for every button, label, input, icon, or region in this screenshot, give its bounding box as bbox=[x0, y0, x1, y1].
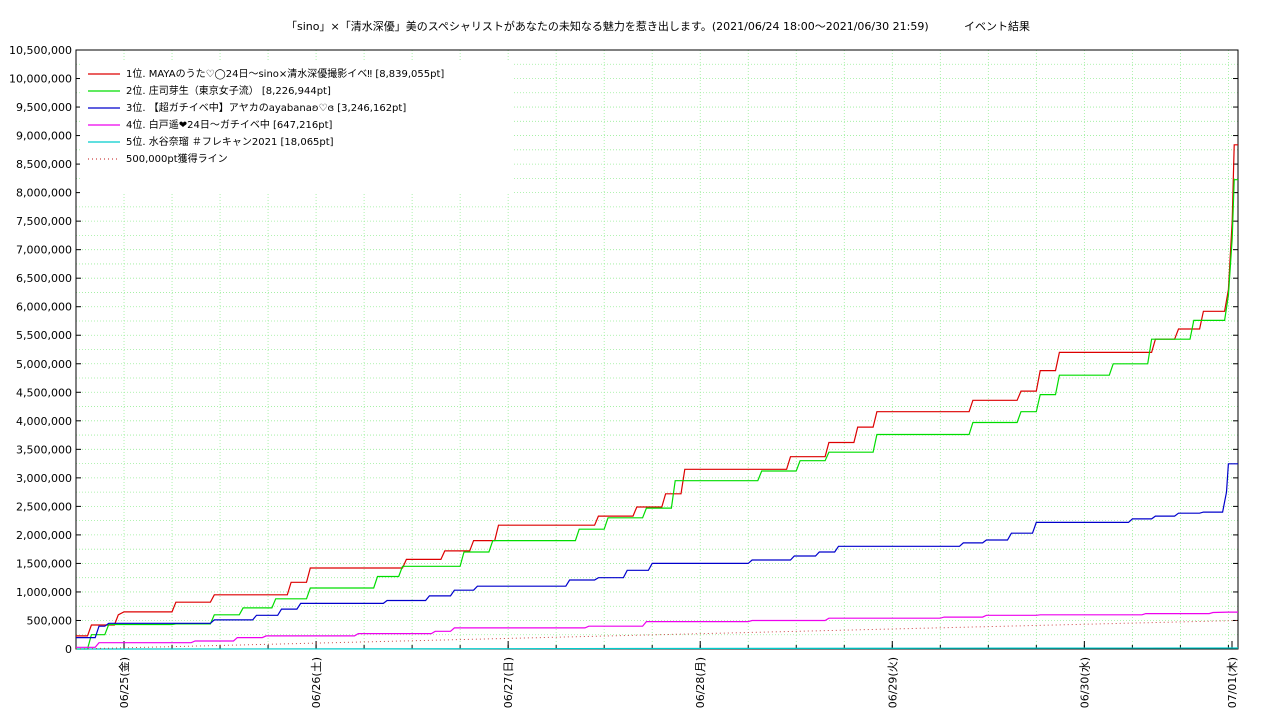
y-tick-label: 9,000,000 bbox=[16, 130, 72, 143]
series-line bbox=[76, 463, 1238, 639]
legend-label: 3位. 【超ガチイベ中】アヤカのayabanaʚ♡ɞ [3,246,162pt] bbox=[126, 101, 406, 114]
y-tick-label: 6,000,000 bbox=[16, 301, 72, 314]
y-tick-label: 500,000 bbox=[27, 614, 73, 627]
legend-box bbox=[80, 62, 514, 194]
y-tick-label: 0 bbox=[65, 643, 72, 656]
y-tick-label: 6,500,000 bbox=[16, 272, 72, 285]
x-tick-label: 06/26(土) bbox=[310, 657, 323, 708]
series-line bbox=[76, 144, 1238, 637]
y-tick-label: 1,500,000 bbox=[16, 557, 72, 570]
x-tick-label: 06/27(日) bbox=[502, 657, 515, 708]
legend: 1位. MAYAのうた♡◯24日〜sino×清水深優撮影イベ‼ [8,839,0… bbox=[80, 62, 514, 194]
chart-title: 「sino」×「清水深優」美のスペシャリストがあなたの未知なる魅力を惹き出します… bbox=[286, 19, 929, 33]
y-tick-label: 7,500,000 bbox=[16, 215, 72, 228]
y-tick-label: 5,000,000 bbox=[16, 358, 72, 371]
legend-label: 2位. 庄司芽生（東京女子流） [8,226,944pt] bbox=[126, 84, 331, 97]
x-tick-label: 06/28(月) bbox=[694, 657, 707, 708]
y-tick-label: 8,500,000 bbox=[16, 158, 72, 171]
legend-label: 1位. MAYAのうた♡◯24日〜sino×清水深優撮影イベ‼ [8,839,0… bbox=[126, 67, 444, 80]
legend-label: 4位. 白戸遥❤24日〜ガチイベ中 [647,216pt] bbox=[126, 118, 333, 131]
legend-label: 5位. 水谷奈瑠 ＃フレキャン2021 [18,065pt] bbox=[126, 135, 334, 148]
y-tick-label: 4,000,000 bbox=[16, 415, 72, 428]
y-tick-label: 10,000,000 bbox=[9, 73, 72, 86]
series-line bbox=[75, 647, 1239, 650]
y-tick-label: 1,000,000 bbox=[16, 586, 72, 599]
legend-label: 500,000pt獲得ライン bbox=[126, 152, 228, 165]
x-tick-label: 06/29(火) bbox=[886, 657, 899, 708]
y-tick-label: 3,500,000 bbox=[16, 443, 72, 456]
x-tick-label: 06/30(水) bbox=[1078, 657, 1091, 708]
series-line bbox=[75, 620, 1239, 650]
y-tick-label: 4,500,000 bbox=[16, 386, 72, 399]
y-tick-label: 8,000,000 bbox=[16, 187, 72, 200]
y-tick-label: 2,000,000 bbox=[16, 529, 72, 542]
y-tick-label: 10,500,000 bbox=[9, 44, 72, 57]
y-tick-label: 2,500,000 bbox=[16, 500, 72, 513]
y-tick-label: 3,000,000 bbox=[16, 472, 72, 485]
y-tick-label: 9,500,000 bbox=[16, 101, 72, 114]
series-line bbox=[76, 179, 1238, 650]
x-axis: 06/25(金) 06/26(土) 06/27(日) 06/28(月) 06/29(火)… bbox=[75, 641, 1239, 708]
x-tick-label: 06/25(金) bbox=[117, 657, 131, 708]
y-tick-label: 7,000,000 bbox=[16, 244, 72, 257]
series-lines bbox=[75, 144, 1239, 650]
y-axis: 0 500,000 1,000,000 1,500,000 2,000,000 2,500… bbox=[9, 44, 1238, 656]
series-line bbox=[76, 611, 1238, 648]
y-tick-label: 5,500,000 bbox=[16, 329, 72, 342]
x-tick-label: 07/01(木) bbox=[1226, 657, 1239, 708]
chart-subtitle: イベント結果 bbox=[964, 19, 1030, 33]
